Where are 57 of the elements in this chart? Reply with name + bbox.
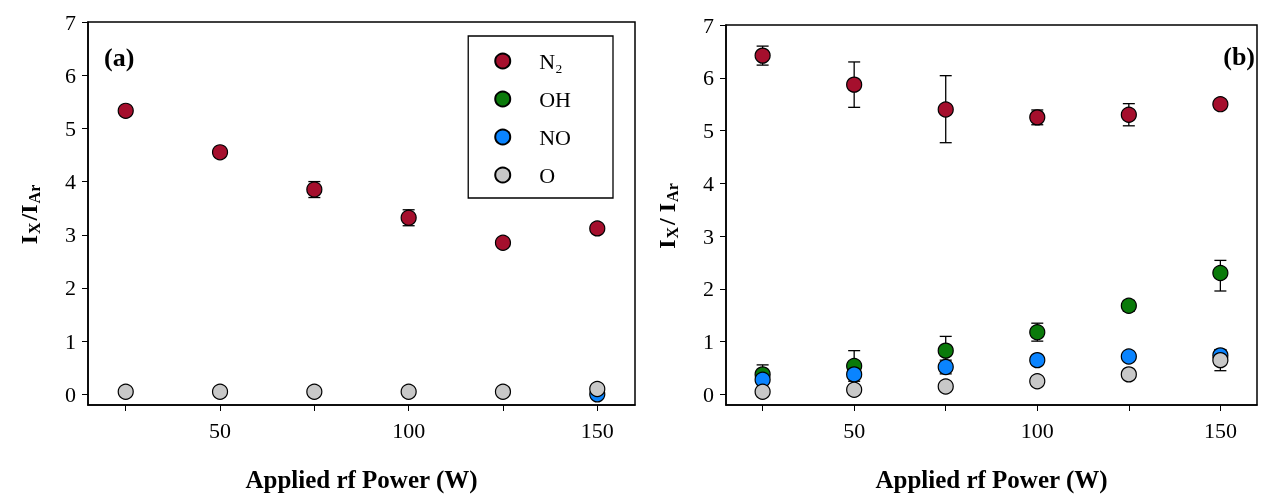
point (117, 383, 134, 400)
point (937, 342, 954, 359)
point (754, 383, 771, 400)
point (589, 380, 606, 398)
x-axis-title: Applied rf Power (W) (245, 466, 478, 494)
x-tick-label: 150 (580, 417, 614, 443)
y-tick-label: 3 (703, 223, 714, 249)
point (1212, 96, 1229, 113)
y-tick-label: 5 (703, 118, 714, 144)
y-tick-label: 0 (65, 381, 76, 407)
point (211, 144, 229, 161)
point (211, 383, 229, 400)
legend-label: N₂ (539, 48, 563, 74)
point (1029, 373, 1046, 390)
y-tick-label: 7 (65, 9, 76, 35)
y-tick-label: 7 (703, 12, 714, 38)
y-tick-label: 5 (65, 115, 76, 141)
point (1120, 106, 1137, 123)
x-tick-label: 50 (843, 417, 866, 443)
point (846, 366, 863, 383)
x-tick-label: 150 (1203, 417, 1237, 443)
y-tick-label: 2 (65, 275, 76, 301)
point (1120, 366, 1137, 383)
point (306, 383, 323, 400)
point (1120, 348, 1137, 365)
x-tick-label: 50 (209, 417, 232, 443)
y-tick-label: 1 (703, 329, 714, 355)
y-tick-label: 4 (65, 169, 76, 195)
point (400, 383, 417, 400)
point (846, 76, 863, 93)
y-tick-label: 3 (65, 222, 76, 248)
point (494, 383, 512, 400)
y-tick-label: 6 (703, 65, 714, 91)
point (494, 234, 512, 251)
point (1212, 352, 1229, 369)
annotation: (a) (104, 42, 135, 72)
point (117, 102, 134, 119)
legend-label: NO (539, 124, 572, 150)
y-axis-title: IX/IAr (16, 184, 43, 245)
point (937, 101, 954, 118)
point (1212, 264, 1229, 282)
x-tick-label: 100 (392, 417, 426, 443)
annotation: (b) (1223, 41, 1255, 71)
point (589, 220, 606, 237)
point (1029, 352, 1046, 369)
legend-label: O (539, 162, 556, 188)
y-tick-label: 6 (65, 62, 76, 88)
y-tick-label: 0 (703, 381, 714, 407)
x-tick-label: 100 (1020, 417, 1054, 443)
point (937, 378, 954, 395)
point (846, 381, 863, 398)
y-tick-label: 1 (65, 328, 76, 354)
y-axis-title: IX/ IAr (654, 183, 681, 249)
y-tick-label: 2 (703, 276, 714, 302)
legend-label: OH (539, 86, 572, 112)
y-tick-label: 4 (703, 170, 714, 196)
x-axis-title: Applied rf Power (W) (875, 466, 1108, 494)
